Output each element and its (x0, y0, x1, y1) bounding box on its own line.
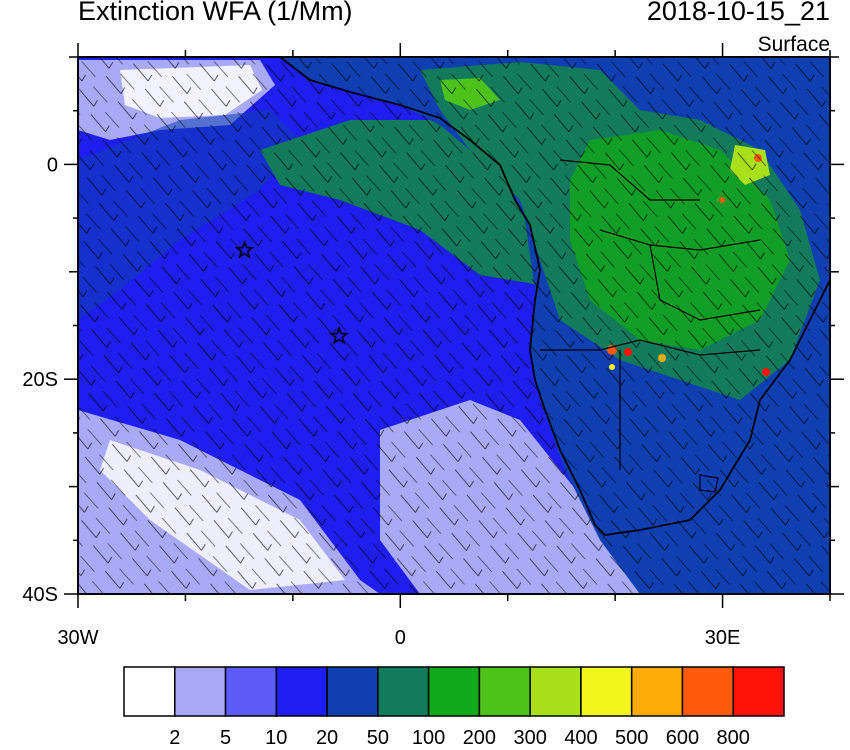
y-tick-label: 40S (22, 584, 58, 606)
map-field (78, 57, 830, 594)
wind-barbs (78, 57, 830, 594)
x-axis: 30W 0 30E (57, 43, 831, 649)
colorbar-swatch (732, 666, 785, 717)
colorbar-swatch (478, 666, 531, 717)
colorbar-swatch (174, 666, 227, 717)
map-datetime: 2018-10-15_21 (646, 0, 830, 26)
station-markers (234, 240, 349, 345)
colorbar-swatch (224, 666, 278, 717)
colorbar-label: 800 (717, 727, 750, 749)
station-star-marker (234, 240, 255, 259)
map-title: Extinction WFA (1/Mm) (78, 0, 353, 26)
colorbar-label: 50 (367, 727, 389, 749)
colorbar-label: 2 (169, 727, 180, 749)
y-axis: 0 20S 40S (22, 56, 844, 606)
colorbar-swatch (681, 666, 734, 717)
station-star-marker (329, 325, 349, 345)
x-tick-label: 30E (705, 627, 741, 649)
colorbar-swatch (326, 666, 379, 717)
colorbar-label: 300 (513, 727, 546, 749)
colorbar-swatch (275, 666, 328, 717)
x-tick-label: 30W (57, 627, 98, 649)
colorbar-label: 400 (564, 727, 597, 749)
colorbar-label: 600 (666, 727, 699, 749)
colorbar-label: 20 (316, 727, 338, 749)
colorbar-label: 10 (265, 727, 287, 749)
map-level: Surface (757, 33, 830, 56)
colorbar-swatch (427, 666, 481, 717)
x-tick-label: 0 (395, 627, 406, 649)
colorbar-swatch (377, 666, 430, 717)
colorbar-label: 200 (463, 727, 496, 749)
colorbar-swatch (580, 666, 633, 717)
colorbar-swatch (529, 666, 582, 717)
y-tick-label: 0 (47, 154, 58, 176)
y-tick-label: 20S (22, 369, 58, 391)
colorbar: 2 5 10 20 50 100 200 300 400 500 600 800 (123, 666, 785, 749)
colorbar-label: 5 (220, 727, 231, 749)
colorbar-swatch (123, 666, 176, 717)
colorbar-label: 100 (412, 727, 445, 749)
colorbar-swatch (630, 666, 684, 717)
colorbar-label: 500 (615, 727, 648, 749)
